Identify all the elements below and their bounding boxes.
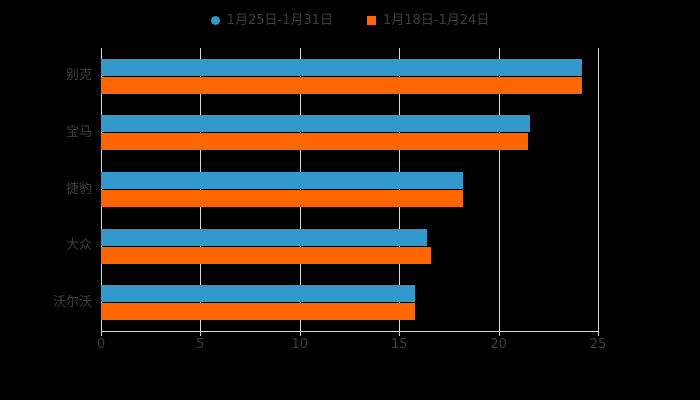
bar-group <box>101 58 598 94</box>
bar[interactable] <box>101 115 531 133</box>
y-axis-category-label: 别克 <box>65 68 92 84</box>
x-axis-tick-label: 10 <box>291 337 309 352</box>
x-axis-tick-mark <box>200 331 202 336</box>
bar[interactable] <box>101 76 583 94</box>
legend-label-series-0: 1月25日-1月31日 <box>226 12 333 28</box>
bar[interactable] <box>101 133 529 151</box>
y-axis-category-label: 大众 <box>65 238 92 254</box>
bar-group <box>101 285 598 321</box>
bar[interactable] <box>101 246 431 264</box>
x-axis-tick-mark <box>399 331 401 336</box>
bar-group <box>101 228 598 264</box>
gridline <box>399 48 401 331</box>
bar[interactable] <box>101 285 416 303</box>
bar[interactable] <box>101 172 463 189</box>
y-axis-category-label: 捷豹 <box>65 181 92 197</box>
x-axis-tick-label: 25 <box>589 337 607 352</box>
legend-label-series-1: 1月18日-1月24日 <box>383 12 490 28</box>
chart-legend: 1月25日-1月31日 1月18日-1月24日 <box>0 8 700 32</box>
gridline <box>498 48 500 331</box>
bar[interactable] <box>101 303 416 321</box>
legend-item-series-0[interactable]: 1月25日-1月31日 <box>210 12 333 28</box>
legend-swatch-square-icon <box>367 15 376 25</box>
y-axis-category-label: 沃尔沃 <box>52 294 92 310</box>
y-axis-category-label: 宝马 <box>65 124 92 140</box>
x-axis-tick-label: 20 <box>490 337 507 352</box>
bar-group <box>101 115 598 151</box>
legend-swatch-circle-icon <box>210 15 220 25</box>
bar[interactable] <box>101 58 583 76</box>
x-axis-tick-label: 15 <box>390 337 408 352</box>
x-axis-tick-mark <box>299 331 301 336</box>
x-axis-tick-mark <box>498 331 500 336</box>
gridline <box>299 48 301 331</box>
plot-area <box>101 48 599 331</box>
x-axis-line <box>101 331 599 332</box>
bar[interactable] <box>101 228 428 246</box>
bar-group <box>101 172 598 207</box>
x-axis-tick-label: 0 <box>96 337 106 352</box>
legend-item-series-1[interactable]: 1月18日-1月24日 <box>367 14 489 27</box>
gridline <box>101 48 102 331</box>
x-axis-tick-mark <box>101 331 102 336</box>
x-axis-tick-label: 5 <box>196 337 205 352</box>
gridline <box>598 48 599 331</box>
gridline <box>200 48 202 331</box>
bar[interactable] <box>101 190 463 207</box>
x-axis-tick-mark <box>598 331 599 336</box>
